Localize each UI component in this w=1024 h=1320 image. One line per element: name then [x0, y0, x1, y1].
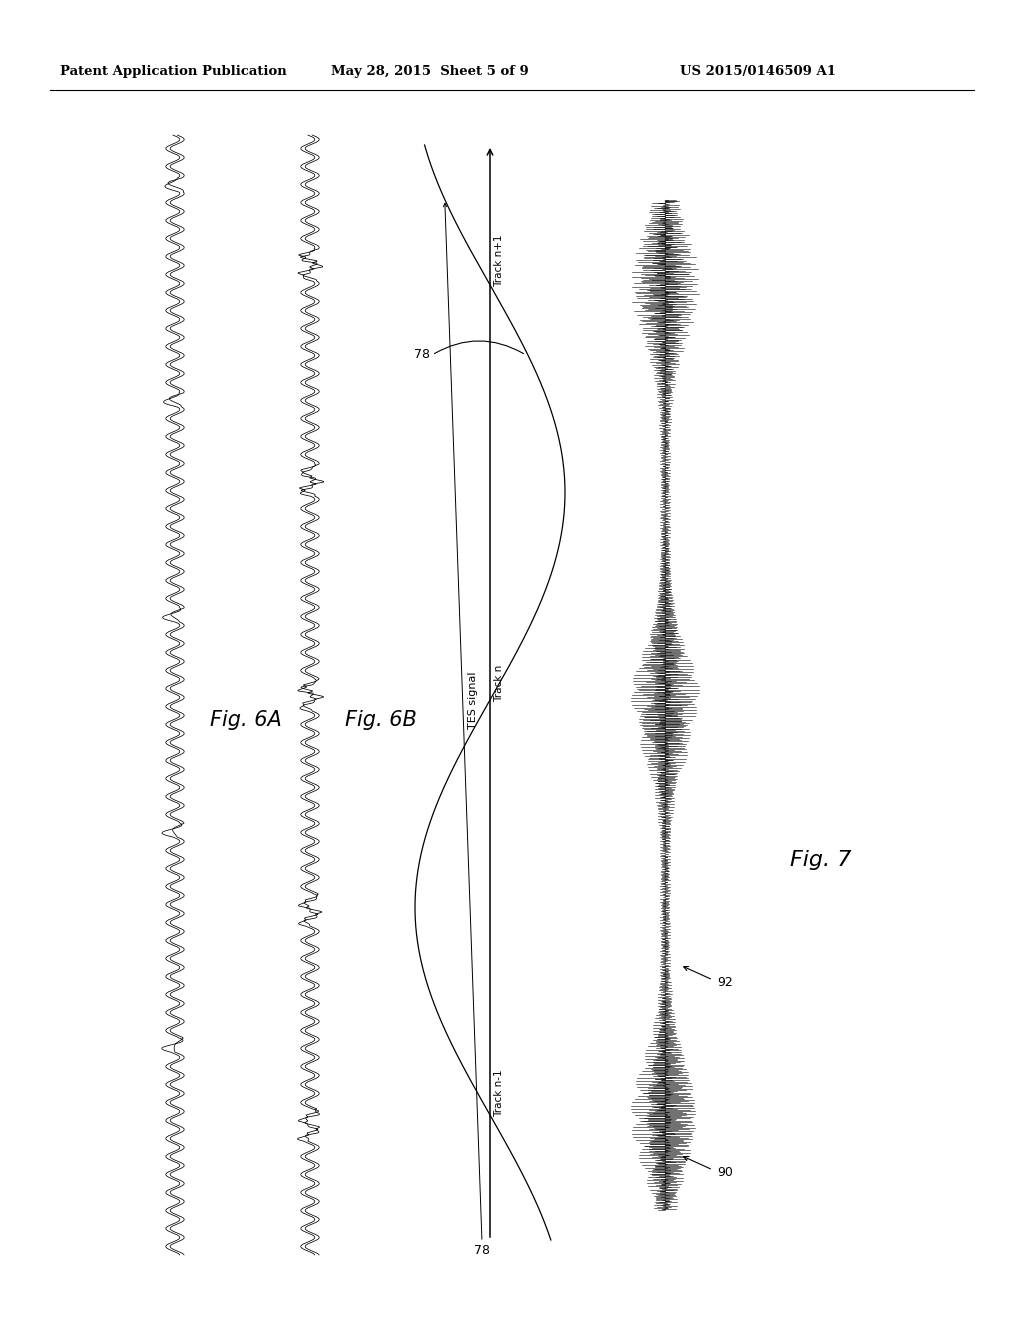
Text: Track n+1: Track n+1: [494, 235, 504, 286]
Text: 90: 90: [717, 1167, 733, 1180]
Text: US 2015/0146509 A1: US 2015/0146509 A1: [680, 66, 836, 78]
Text: TES signal: TES signal: [468, 672, 478, 729]
Text: Fig. 6A: Fig. 6A: [210, 710, 282, 730]
Text: 78: 78: [414, 348, 430, 362]
Text: Fig. 7: Fig. 7: [790, 850, 851, 870]
Text: Track n: Track n: [494, 665, 504, 702]
Text: Patent Application Publication: Patent Application Publication: [60, 66, 287, 78]
Text: Track n-1: Track n-1: [494, 1069, 504, 1117]
Text: May 28, 2015  Sheet 5 of 9: May 28, 2015 Sheet 5 of 9: [331, 66, 528, 78]
Text: 78: 78: [474, 1243, 490, 1257]
Text: Fig. 6B: Fig. 6B: [345, 710, 417, 730]
Text: 92: 92: [717, 977, 733, 990]
